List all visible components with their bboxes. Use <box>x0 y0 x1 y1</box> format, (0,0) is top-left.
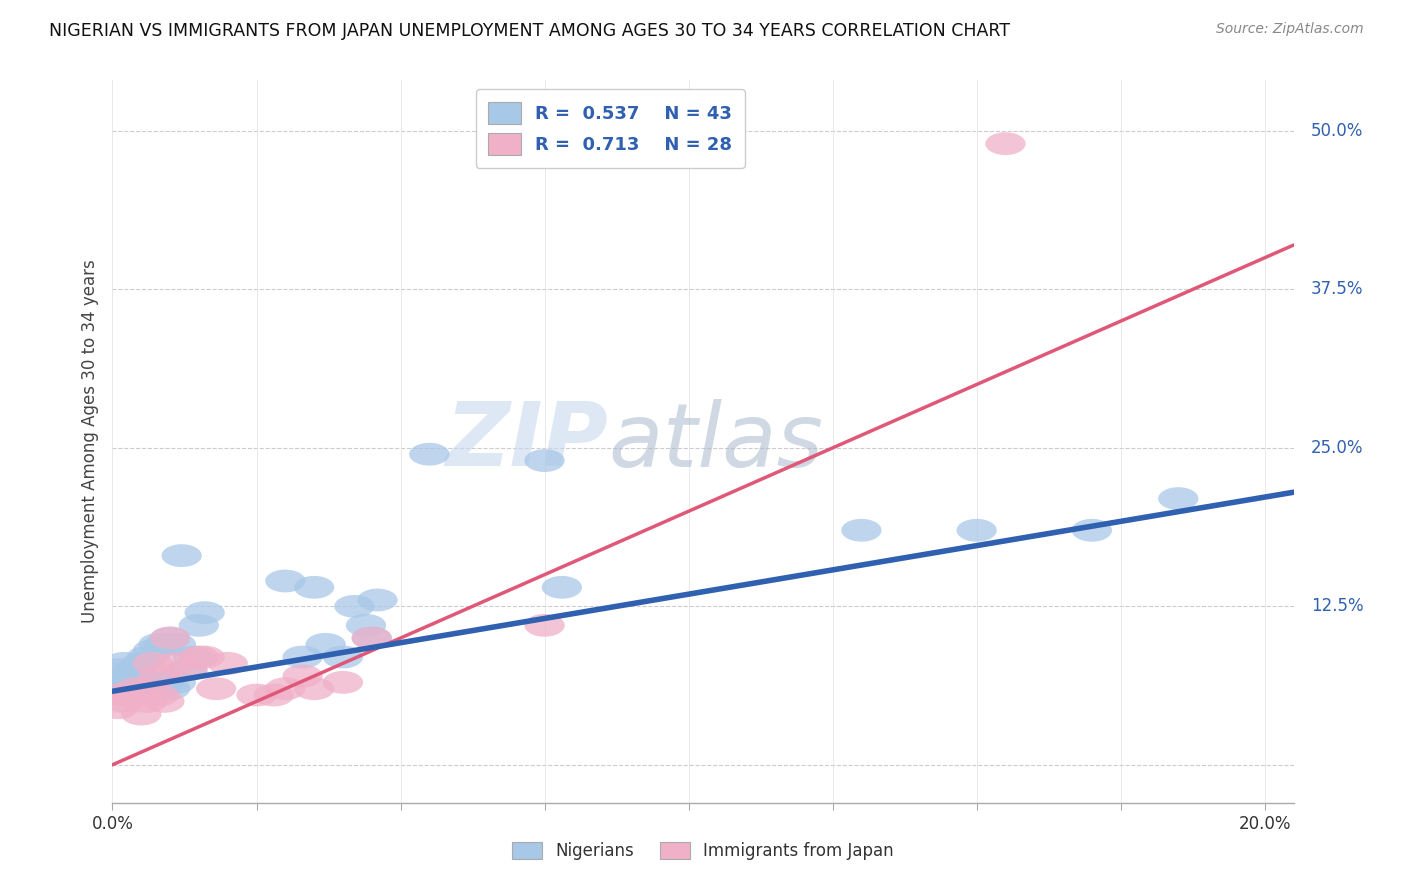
Ellipse shape <box>127 646 167 668</box>
Ellipse shape <box>121 671 162 694</box>
Ellipse shape <box>335 595 374 618</box>
Ellipse shape <box>236 683 277 706</box>
Ellipse shape <box>179 646 219 668</box>
Text: 12.5%: 12.5% <box>1310 598 1364 615</box>
Ellipse shape <box>294 576 335 599</box>
Ellipse shape <box>145 671 184 694</box>
Ellipse shape <box>167 658 208 681</box>
Ellipse shape <box>115 677 156 700</box>
Text: Source: ZipAtlas.com: Source: ZipAtlas.com <box>1216 22 1364 37</box>
Ellipse shape <box>115 677 156 700</box>
Ellipse shape <box>150 626 190 649</box>
Ellipse shape <box>110 665 150 688</box>
Ellipse shape <box>104 677 145 700</box>
Ellipse shape <box>305 633 346 656</box>
Ellipse shape <box>110 671 150 694</box>
Ellipse shape <box>179 614 219 637</box>
Ellipse shape <box>145 690 184 713</box>
Ellipse shape <box>524 614 565 637</box>
Ellipse shape <box>357 589 398 611</box>
Ellipse shape <box>283 646 323 668</box>
Ellipse shape <box>138 633 179 656</box>
Text: NIGERIAN VS IMMIGRANTS FROM JAPAN UNEMPLOYMENT AMONG AGES 30 TO 34 YEARS CORRELA: NIGERIAN VS IMMIGRANTS FROM JAPAN UNEMPL… <box>49 22 1010 40</box>
Ellipse shape <box>138 677 179 700</box>
Ellipse shape <box>98 683 138 706</box>
Ellipse shape <box>1071 519 1112 541</box>
Ellipse shape <box>346 614 387 637</box>
Ellipse shape <box>138 683 179 706</box>
Ellipse shape <box>266 677 305 700</box>
Ellipse shape <box>294 677 335 700</box>
Ellipse shape <box>150 677 190 700</box>
Ellipse shape <box>266 570 305 592</box>
Ellipse shape <box>1159 487 1198 510</box>
Ellipse shape <box>323 671 363 694</box>
Ellipse shape <box>283 665 323 688</box>
Ellipse shape <box>98 697 138 719</box>
Ellipse shape <box>145 633 184 656</box>
Ellipse shape <box>104 690 145 713</box>
Ellipse shape <box>173 646 214 668</box>
Ellipse shape <box>104 652 145 674</box>
Text: ZIP: ZIP <box>446 398 609 485</box>
Ellipse shape <box>409 442 450 466</box>
Ellipse shape <box>98 671 138 694</box>
Ellipse shape <box>352 626 392 649</box>
Ellipse shape <box>162 544 202 567</box>
Ellipse shape <box>127 677 167 700</box>
Ellipse shape <box>132 640 173 662</box>
Ellipse shape <box>253 683 294 706</box>
Ellipse shape <box>98 658 138 681</box>
Text: atlas: atlas <box>609 399 824 484</box>
Ellipse shape <box>956 519 997 541</box>
Ellipse shape <box>541 576 582 599</box>
Ellipse shape <box>184 646 225 668</box>
Ellipse shape <box>150 626 190 649</box>
Ellipse shape <box>115 658 156 681</box>
Ellipse shape <box>156 671 195 694</box>
Ellipse shape <box>524 450 565 472</box>
Text: 50.0%: 50.0% <box>1310 122 1364 140</box>
Ellipse shape <box>323 646 363 668</box>
Ellipse shape <box>184 601 225 624</box>
Text: 25.0%: 25.0% <box>1310 439 1364 457</box>
Text: 37.5%: 37.5% <box>1310 280 1364 299</box>
Y-axis label: Unemployment Among Ages 30 to 34 years: Unemployment Among Ages 30 to 34 years <box>80 260 98 624</box>
Ellipse shape <box>156 652 195 674</box>
Ellipse shape <box>986 132 1025 155</box>
Ellipse shape <box>127 690 167 713</box>
Ellipse shape <box>110 683 150 706</box>
Ellipse shape <box>167 658 208 681</box>
Ellipse shape <box>156 633 195 656</box>
Ellipse shape <box>127 677 167 700</box>
Ellipse shape <box>138 665 179 688</box>
Ellipse shape <box>841 519 882 541</box>
Ellipse shape <box>132 671 173 694</box>
Ellipse shape <box>352 626 392 649</box>
Ellipse shape <box>132 652 173 674</box>
Ellipse shape <box>208 652 247 674</box>
Ellipse shape <box>121 652 162 674</box>
Ellipse shape <box>121 703 162 725</box>
Ellipse shape <box>195 677 236 700</box>
Legend: Nigerians, Immigrants from Japan: Nigerians, Immigrants from Japan <box>506 835 900 867</box>
